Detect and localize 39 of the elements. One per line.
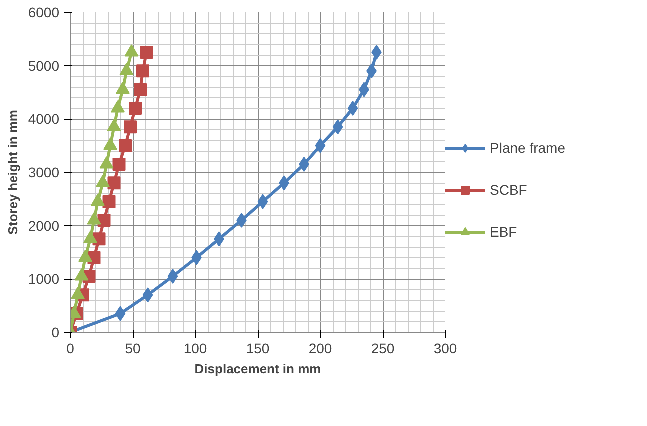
y-tick-label: 1000 — [28, 271, 60, 288]
legend-label: SCBF — [490, 182, 528, 198]
y-tick-label: 0 — [52, 324, 60, 340]
point — [98, 214, 111, 227]
x-tick-label: 50 — [125, 340, 141, 356]
x-tick-label: 0 — [66, 340, 75, 356]
x-axis-title: Displacement in mm — [194, 362, 322, 376]
point — [258, 194, 268, 210]
x-tick-label: 100 — [184, 340, 208, 356]
point — [236, 213, 247, 228]
point — [102, 195, 116, 208]
point — [119, 139, 132, 152]
point — [134, 83, 147, 96]
point — [315, 138, 326, 154]
y-tick-label: 2000 — [28, 218, 60, 234]
legend-label: EBF — [490, 224, 518, 240]
point — [372, 45, 382, 60]
point — [124, 120, 137, 134]
x-tick-label: 300 — [434, 340, 458, 356]
point — [348, 101, 358, 116]
x-tick-label: 200 — [308, 340, 332, 356]
legend-label: Plane frame — [490, 140, 566, 156]
point — [168, 269, 178, 284]
point — [129, 102, 142, 115]
y-tick-label: 6000 — [28, 4, 60, 20]
point — [142, 288, 154, 303]
x-tick-label: 250 — [371, 340, 395, 356]
point — [136, 64, 150, 78]
point — [332, 120, 344, 135]
y-tick-label: 3000 — [28, 164, 60, 180]
point — [108, 176, 121, 190]
point — [140, 46, 154, 59]
point — [112, 158, 126, 171]
point — [115, 306, 126, 322]
y-axis-title: Storey height in mm — [5, 110, 20, 235]
y-tick-label: 4000 — [28, 111, 60, 128]
point — [299, 157, 310, 172]
x-tick-label: 150 — [246, 340, 270, 356]
y-tick-label: 5000 — [28, 58, 60, 74]
